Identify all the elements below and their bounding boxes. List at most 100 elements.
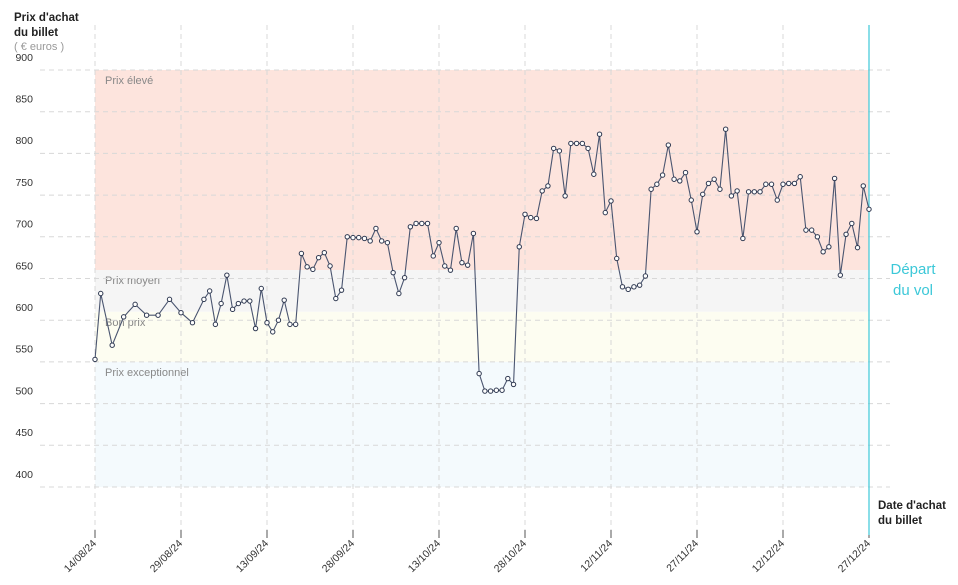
- price-point: [528, 214, 534, 221]
- price-point: [722, 126, 729, 132]
- price-point: [665, 142, 672, 148]
- price-point: [287, 321, 293, 328]
- price-point: [281, 297, 287, 303]
- price-point: [854, 244, 861, 251]
- price-point: [298, 250, 305, 257]
- price-point: [201, 296, 207, 303]
- x-tick-label: 29/08/24: [148, 537, 185, 574]
- y-axis-unit: ( € euros ): [14, 41, 64, 53]
- price-point: [619, 284, 626, 290]
- price-point: [321, 249, 328, 256]
- y-tick-label: 450: [15, 427, 33, 439]
- x-tick-label: 14/08/24: [62, 537, 99, 574]
- price-point: [464, 262, 471, 268]
- price-point: [591, 171, 597, 177]
- price-point: [407, 224, 414, 230]
- band-label: Prix élevé: [105, 75, 153, 87]
- departure-label: du vol: [893, 282, 933, 299]
- price-point: [258, 285, 264, 292]
- price-point: [803, 227, 809, 233]
- price-point: [556, 148, 563, 154]
- price-point: [820, 249, 826, 255]
- x-tick-label: 28/09/24: [320, 537, 357, 574]
- price-point: [315, 254, 322, 261]
- price-point: [178, 309, 184, 316]
- y-tick-label: 400: [15, 469, 33, 481]
- price-point: [120, 314, 127, 320]
- y-tick-label: 550: [15, 344, 33, 356]
- x-tick-label: 12/12/24: [750, 537, 787, 574]
- price-point: [361, 235, 368, 242]
- price-point: [860, 183, 866, 189]
- price-point: [275, 317, 282, 323]
- price-point: [424, 220, 431, 227]
- price-point: [241, 298, 247, 304]
- x-tick-label: 13/10/24: [406, 537, 443, 574]
- price-point: [482, 388, 488, 394]
- price-point: [510, 381, 517, 388]
- price-point: [648, 186, 654, 192]
- price-point: [224, 272, 230, 278]
- price-point: [235, 300, 242, 307]
- price-point: [206, 288, 213, 294]
- price-point: [717, 186, 723, 192]
- price-point: [447, 267, 454, 273]
- price-point: [614, 255, 620, 262]
- price-point: [849, 220, 855, 227]
- price-point: [453, 225, 459, 232]
- price-point: [356, 234, 362, 241]
- price-point: [310, 266, 316, 273]
- price-point: [367, 238, 373, 244]
- price-point: [292, 321, 299, 328]
- price-point: [659, 172, 666, 178]
- price-point: [837, 272, 844, 278]
- price-point: [694, 229, 700, 235]
- price-point: [734, 188, 740, 194]
- price-point: [98, 290, 104, 297]
- y-tick-label: 600: [15, 302, 33, 314]
- price-point: [625, 286, 631, 293]
- price-band: [95, 70, 869, 271]
- price-point: [344, 234, 350, 240]
- price-point: [516, 244, 522, 250]
- price-point: [522, 211, 528, 217]
- x-axis-label: Date d'achat: [878, 500, 946, 512]
- price-point: [700, 191, 706, 197]
- price-point: [338, 287, 345, 293]
- price-point: [751, 189, 758, 195]
- price-point: [866, 206, 872, 212]
- price-point: [419, 220, 425, 227]
- price-point: [808, 227, 815, 233]
- price-point: [229, 306, 236, 313]
- price-point: [596, 131, 603, 137]
- price-point: [642, 273, 649, 279]
- price-point: [378, 238, 385, 244]
- price-point: [396, 290, 402, 297]
- y-tick-label: 900: [15, 52, 33, 64]
- price-point: [333, 295, 339, 302]
- price-point: [740, 235, 746, 242]
- price-point: [774, 197, 780, 203]
- price-point: [304, 264, 310, 270]
- price-point: [212, 321, 219, 328]
- price-point: [247, 298, 253, 304]
- price-point: [757, 189, 763, 195]
- price-point: [442, 263, 448, 269]
- y-tick-label: 850: [15, 93, 33, 105]
- x-tick-label: 13/09/24: [234, 537, 271, 574]
- price-point: [476, 370, 482, 377]
- price-band: [95, 311, 869, 362]
- price-point: [688, 197, 694, 203]
- price-point: [470, 230, 477, 237]
- price-point: [539, 188, 545, 194]
- price-point: [826, 244, 832, 250]
- price-point: [499, 387, 505, 393]
- price-point: [791, 180, 798, 187]
- price-point: [786, 180, 792, 187]
- price-point: [814, 234, 821, 240]
- price-point: [401, 274, 408, 281]
- price-point: [705, 180, 712, 187]
- x-tick-label: 12/11/24: [578, 537, 615, 574]
- price-point: [533, 215, 540, 222]
